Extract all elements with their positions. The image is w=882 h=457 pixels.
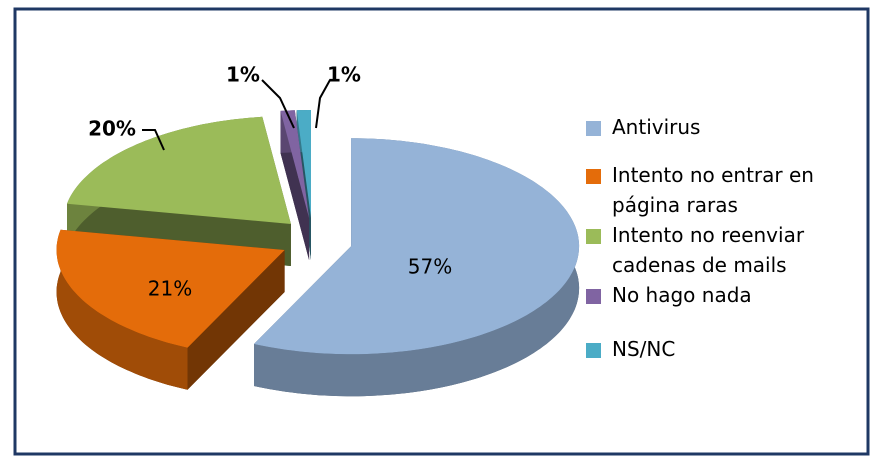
leader-line <box>315 79 331 129</box>
value-label: 57% <box>408 255 452 279</box>
slice <box>56 229 285 348</box>
legend-swatch <box>586 229 601 244</box>
legend: Antivirus Intento no entrar en página rar… <box>586 112 848 364</box>
labels: 57% 21% 20% 1% 1% <box>88 63 452 301</box>
legend-label: Antivirus <box>612 115 701 139</box>
legend-entry: Antivirus <box>586 112 848 142</box>
slice <box>280 110 310 219</box>
value-label: 1% <box>327 63 361 87</box>
value-label: 20% <box>88 117 136 141</box>
legend-entry: Intento no reenviar cadenas de mails <box>586 220 848 280</box>
legend-swatch <box>586 343 601 358</box>
slice <box>296 110 311 218</box>
slice-side <box>56 229 188 390</box>
leader-line <box>142 129 165 151</box>
frame <box>13 7 870 456</box>
leader-line <box>261 79 295 129</box>
legend-swatch <box>586 121 601 136</box>
legend-entry: NS/NC <box>586 334 848 364</box>
legend-label: Intento no entrar en página raras <box>612 163 814 217</box>
value-label: 21% <box>148 277 192 301</box>
legend-entry: Intento no entrar en página raras <box>586 160 848 220</box>
value-label: 1% <box>226 63 260 87</box>
slice <box>67 116 291 224</box>
legend-label: No hago nada <box>612 283 752 307</box>
legend-swatch <box>586 169 601 184</box>
legend-entry: No hago nada <box>586 280 848 310</box>
legend-label: Intento no reenviar cadenas de mails <box>612 223 805 277</box>
legend-label: NS/NC <box>612 337 676 361</box>
slice <box>254 138 580 355</box>
slices <box>56 110 580 397</box>
legend-swatch <box>586 289 601 304</box>
